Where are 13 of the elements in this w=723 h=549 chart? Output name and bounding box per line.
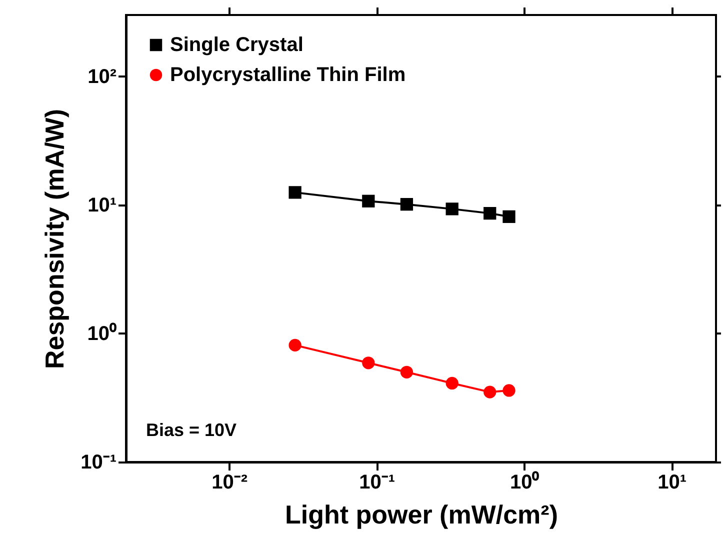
legend-label: Polycrystalline Thin Film (170, 64, 406, 86)
x-tick-label: 10⁻¹ (359, 472, 396, 494)
x-tick-label: 10⁻² (212, 472, 248, 494)
annotation: Bias = 10V (146, 420, 237, 440)
y-tick-label: 10⁰ (87, 322, 116, 345)
x-axis-title: Light power (mW/cm²) (285, 500, 558, 530)
y-tick-label: 10¹ (88, 194, 117, 216)
x-tick-label: 10¹ (658, 472, 687, 494)
y-tick-label: 10⁻¹ (80, 452, 117, 474)
y-axis-title: Responsivity (mA/W) (40, 108, 70, 370)
y-tick-label: 10² (88, 66, 117, 88)
x-tick-label: 10⁰ (510, 470, 540, 494)
legend-label: Single Crystal (170, 34, 304, 56)
